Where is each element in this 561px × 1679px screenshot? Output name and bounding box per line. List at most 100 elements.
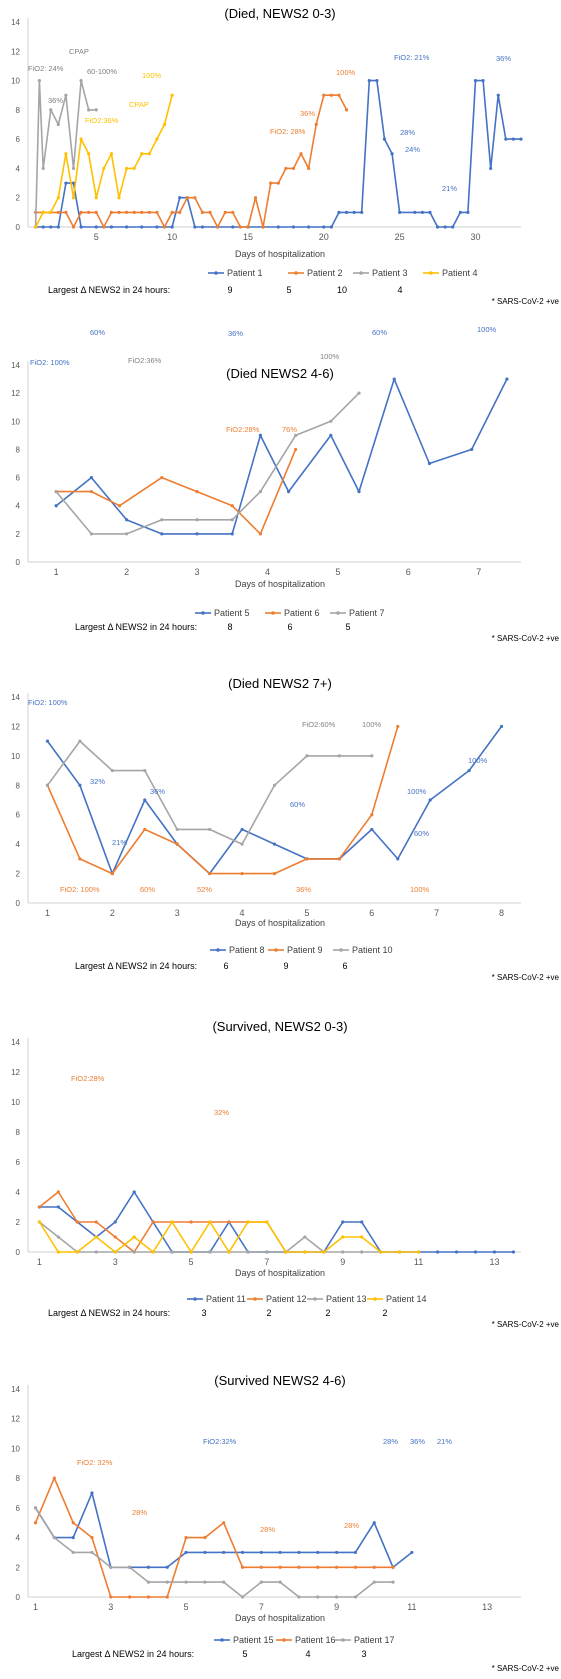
- legend-entry: Patient 7: [349, 608, 385, 618]
- data-point: [195, 532, 199, 536]
- delta-value: 4: [305, 1649, 310, 1659]
- series-line-1: [35, 79, 521, 228]
- data-point: [334, 1595, 339, 1599]
- data-point: [64, 152, 68, 156]
- data-point: [109, 1565, 113, 1569]
- y-tick-label: 14: [11, 1038, 20, 1047]
- data-point: [278, 1580, 282, 1584]
- data-point: [64, 210, 68, 214]
- data-point: [89, 490, 93, 494]
- data-point: [79, 137, 83, 141]
- data-point: [195, 490, 199, 494]
- data-point: [147, 152, 151, 156]
- data-point: [79, 78, 83, 83]
- data-point: [94, 108, 98, 112]
- series-line-2: [34, 1477, 393, 1598]
- legend-entry: Patient 2: [307, 268, 343, 278]
- delta-value: 8: [227, 622, 232, 632]
- fio2-annotation: 60%: [414, 829, 429, 838]
- data-point: [155, 225, 159, 229]
- data-point: [94, 225, 98, 229]
- data-point: [195, 518, 199, 522]
- data-point: [269, 181, 273, 185]
- data-point: [203, 1535, 207, 1540]
- data-point: [238, 225, 242, 229]
- data-point: [231, 210, 235, 214]
- footnote: * SARS-CoV-2 +ve: [492, 973, 560, 982]
- x-tick-label: 6: [369, 908, 374, 918]
- series-line-1: [39, 1191, 514, 1253]
- x-tick-label: 15: [243, 232, 253, 242]
- data-point: [113, 1250, 117, 1254]
- fio2-annotation: 28%: [132, 1508, 147, 1517]
- data-point: [294, 447, 298, 452]
- data-point: [417, 1250, 421, 1254]
- y-tick-label: 8: [16, 445, 21, 454]
- data-point: [258, 532, 263, 536]
- data-point: [184, 1535, 188, 1540]
- data-point: [504, 137, 508, 141]
- fio2-annotation: 21%: [437, 1437, 452, 1446]
- legend-marker: [294, 271, 298, 275]
- data-point: [208, 210, 212, 214]
- fio2-annotation: 32%: [214, 1108, 229, 1117]
- series-line-3: [34, 1507, 393, 1598]
- fio2-annotation: FiO2:32%: [203, 1437, 237, 1446]
- data-point: [185, 196, 189, 200]
- data-point: [184, 1580, 188, 1584]
- y-tick-label: 4: [16, 840, 21, 849]
- data-point: [240, 827, 244, 832]
- series-line-1: [55, 378, 508, 535]
- data-point: [352, 210, 356, 214]
- data-point: [78, 739, 82, 743]
- data-point: [125, 532, 129, 536]
- x-tick-label: 5: [189, 1257, 194, 1267]
- data-point: [110, 768, 114, 773]
- data-point: [184, 1550, 188, 1555]
- legend-marker: [214, 271, 218, 275]
- data-point: [353, 1565, 358, 1569]
- data-point: [56, 196, 60, 200]
- data-point: [109, 225, 114, 229]
- footnote: * SARS-CoV-2 +ve: [492, 297, 560, 306]
- legend-entry: Patient 14: [386, 1294, 427, 1304]
- fio2-annotation: FiO2:28%: [226, 425, 260, 434]
- data-point: [125, 210, 129, 214]
- footnote: * SARS-CoV-2 +ve: [492, 1664, 560, 1673]
- data-point: [303, 1250, 307, 1254]
- data-point: [231, 225, 235, 229]
- fio2-annotation: 36%: [296, 885, 311, 894]
- x-tick-label: 1: [45, 908, 50, 918]
- data-point: [208, 871, 212, 876]
- data-point: [299, 152, 303, 156]
- data-point: [64, 181, 68, 185]
- legend-marker: [359, 271, 363, 275]
- data-point: [240, 871, 244, 876]
- data-point: [334, 1550, 339, 1555]
- data-point: [79, 225, 83, 229]
- data-point: [398, 1250, 402, 1254]
- data-point: [162, 225, 167, 229]
- series-line-2: [38, 1191, 287, 1253]
- y-tick-label: 12: [11, 1068, 20, 1077]
- data-point: [230, 518, 234, 522]
- data-point: [71, 181, 76, 185]
- y-tick-label: 10: [11, 1098, 20, 1107]
- legend-marker: [201, 611, 205, 615]
- data-point: [94, 1250, 98, 1254]
- data-point: [56, 1190, 60, 1194]
- data-point: [286, 490, 291, 494]
- legend-marker: [336, 611, 340, 615]
- delta-label: Largest Δ NEWS2 in 24 hours:: [48, 285, 170, 295]
- legend-marker: [220, 1638, 224, 1642]
- delta-label: Largest Δ NEWS2 in 24 hours:: [72, 1649, 194, 1659]
- fio2-annotation: 100%: [320, 352, 340, 361]
- data-point: [178, 210, 182, 214]
- delta-value: 5: [286, 285, 291, 295]
- delta-value: 6: [342, 961, 347, 971]
- data-point: [367, 78, 371, 83]
- data-point: [316, 1565, 320, 1569]
- data-point: [360, 1220, 364, 1224]
- data-point: [258, 490, 263, 494]
- fio2-annotation: 52%: [197, 885, 212, 894]
